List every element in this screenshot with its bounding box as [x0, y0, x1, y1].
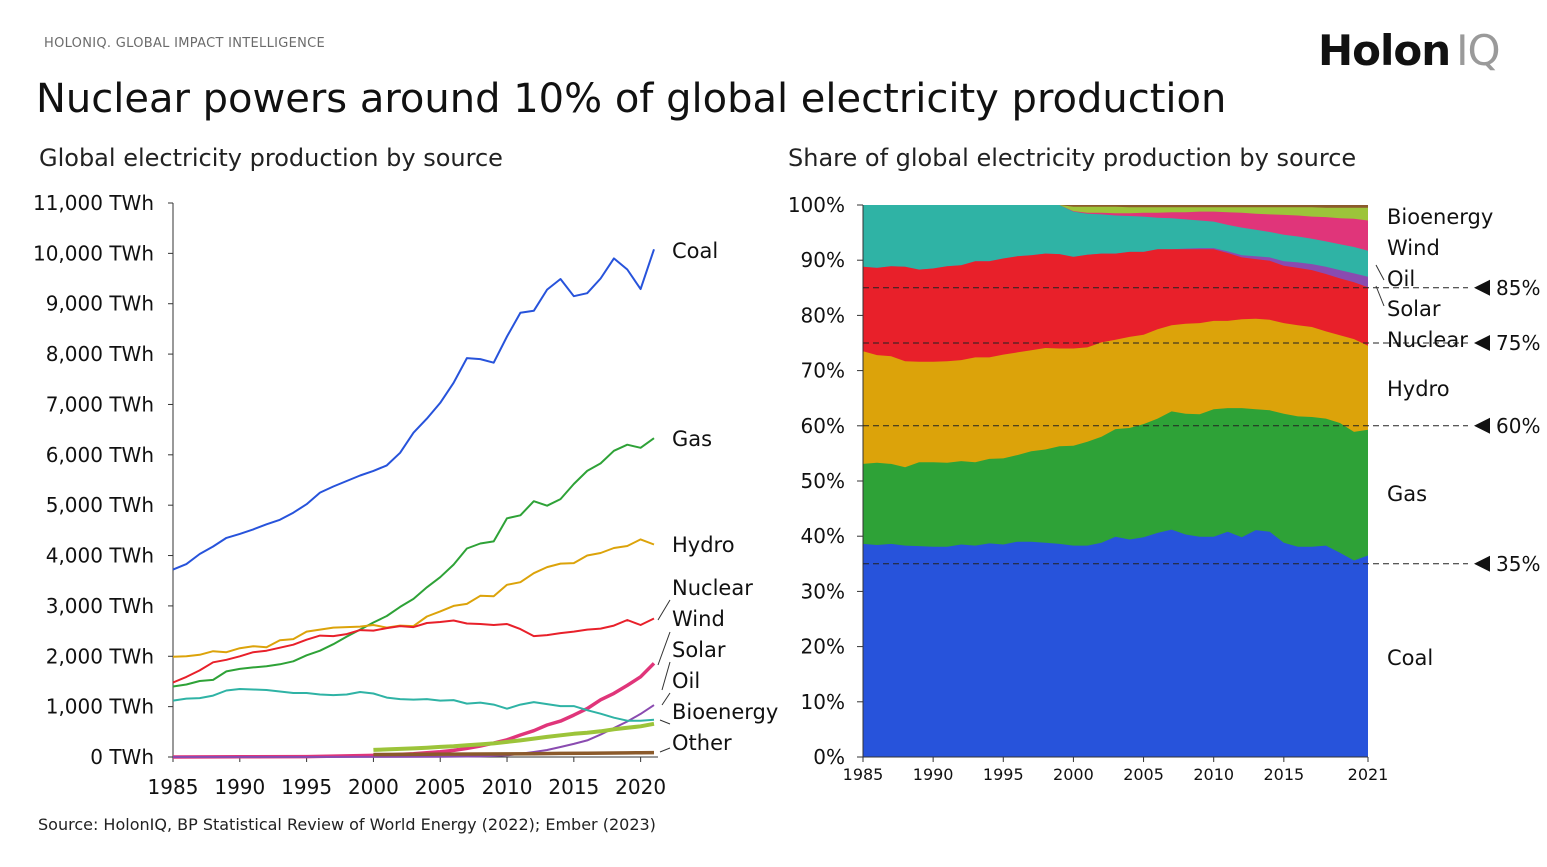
right-series-label-nuclear: Nuclear	[1387, 328, 1468, 352]
left-label-leader-line	[659, 719, 671, 725]
left-label-leader-line	[661, 661, 671, 691]
series-line-other	[373, 750, 655, 757]
right-y-tick-label: 70%	[801, 359, 845, 383]
left-y-tick-label: 6,000 TWh	[46, 443, 154, 467]
right-y-tick-label: 60%	[801, 414, 845, 438]
left-series-label-bioenergy: Bioenergy	[672, 700, 778, 724]
left-y-tick-label: 2,000 TWh	[46, 644, 154, 668]
left-series-label-nuclear: Nuclear	[672, 576, 753, 600]
series-line-wind	[172, 662, 656, 759]
left-series-label-other: Other	[672, 731, 732, 755]
right-y-tick-label: 20%	[801, 635, 845, 659]
right-x-tick-label: 2015	[1263, 765, 1304, 784]
series-line-bioenergy	[373, 721, 655, 752]
right-series-label-oil: Oil	[1387, 267, 1415, 291]
left-x-tick-label: 2010	[482, 775, 533, 799]
left-x-tick-label: 1985	[148, 775, 199, 799]
left-series-label-gas: Gas	[672, 427, 712, 451]
left-x-tick-label: 2000	[348, 775, 399, 799]
left-label-leader-line	[657, 599, 671, 621]
right-series-label-coal: Coal	[1387, 646, 1433, 670]
right-x-tick-label: 1985	[843, 765, 884, 784]
right-series-label-gas: Gas	[1387, 482, 1427, 506]
reference-marker-60	[1474, 417, 1490, 434]
left-label-leader-line	[659, 747, 671, 753]
right-series-label-hydro: Hydro	[1387, 377, 1450, 401]
reference-label-60: 60%	[1496, 414, 1540, 438]
left-y-tick-label: 5,000 TWh	[46, 493, 154, 517]
reference-label-75: 75%	[1496, 331, 1540, 355]
left-series-label-oil: Oil	[672, 669, 700, 693]
right-x-tick-label: 2010	[1193, 765, 1234, 784]
holoniq-logo: Holon IQ	[1318, 26, 1501, 75]
oil-leader-line	[1375, 264, 1385, 281]
left-y-tick-label: 1,000 TWh	[46, 695, 154, 719]
page-title: Nuclear powers around 10% of global elec…	[36, 76, 1227, 122]
right-x-tick-label: 2000	[1053, 765, 1094, 784]
solar-leader-line	[1375, 285, 1385, 307]
right-series-label-bioenergy: Bioenergy	[1387, 205, 1493, 229]
right-chart-title: Share of global electricity production b…	[788, 144, 1357, 172]
series-line-nuclear	[172, 617, 655, 684]
left-x-tick-label: 2020	[615, 775, 666, 799]
left-label-leader-line	[657, 631, 671, 666]
right-y-tick-label: 30%	[801, 579, 845, 603]
left-y-tick-label: 8,000 TWh	[46, 342, 154, 366]
left-y-tick-label: 0 TWh	[90, 745, 154, 769]
left-chart-title: Global electricity production by source	[39, 144, 503, 172]
left-x-tick-label: 1995	[281, 775, 332, 799]
left-y-tick-label: 9,000 TWh	[46, 292, 154, 316]
right-series-label-wind: Wind	[1387, 236, 1440, 260]
right-y-tick-label: 50%	[801, 469, 845, 493]
right-y-tick-label: 100%	[788, 193, 845, 217]
series-line-coal	[172, 248, 655, 571]
reference-marker-35	[1474, 555, 1490, 572]
left-y-tick-label: 11,000 TWh	[33, 191, 154, 215]
reference-marker-85	[1474, 279, 1490, 296]
left-series-label-coal: Coal	[672, 239, 718, 263]
series-line-gas	[172, 437, 655, 688]
right-y-tick-label: 90%	[801, 248, 845, 272]
brand-eyebrow: HOLONIQ. GLOBAL IMPACT INTELLIGENCE	[44, 36, 326, 51]
left-y-tick-label: 3,000 TWh	[46, 594, 154, 618]
series-line-solar	[173, 704, 655, 758]
area-band-coal	[863, 529, 1368, 757]
left-x-tick-label: 2005	[415, 775, 466, 799]
right-y-tick-label: 80%	[801, 303, 845, 327]
right-x-tick-label: 1995	[983, 765, 1024, 784]
right-y-tick-label: 0%	[813, 745, 845, 769]
left-y-tick-label: 7,000 TWh	[46, 392, 154, 416]
left-y-tick-label: 10,000 TWh	[33, 241, 154, 265]
right-series-label-solar: Solar	[1387, 297, 1441, 321]
source-note: Source: HolonIQ, BP Statistical Review o…	[38, 815, 656, 834]
reference-label-35: 35%	[1496, 552, 1540, 576]
left-series-label-hydro: Hydro	[672, 533, 735, 557]
left-y-tick-label: 4,000 TWh	[46, 544, 154, 568]
right-x-tick-label: 2005	[1123, 765, 1164, 784]
logo-suffix: IQ	[1456, 26, 1500, 75]
left-x-tick-label: 1990	[214, 775, 265, 799]
right-y-tick-label: 10%	[801, 690, 845, 714]
logo-main: Holon	[1318, 26, 1451, 75]
right-y-tick-label: 40%	[801, 524, 845, 548]
left-label-leader-line	[661, 692, 671, 706]
right-x-tick-label: 2021	[1348, 765, 1389, 784]
reference-label-85: 85%	[1496, 276, 1540, 300]
left-series-label-wind: Wind	[672, 607, 725, 631]
left-x-tick-label: 2015	[548, 775, 599, 799]
reference-marker-75	[1474, 335, 1490, 351]
series-line-oil	[172, 688, 655, 722]
right-x-tick-label: 1990	[913, 765, 954, 784]
left-series-label-solar: Solar	[672, 638, 726, 662]
